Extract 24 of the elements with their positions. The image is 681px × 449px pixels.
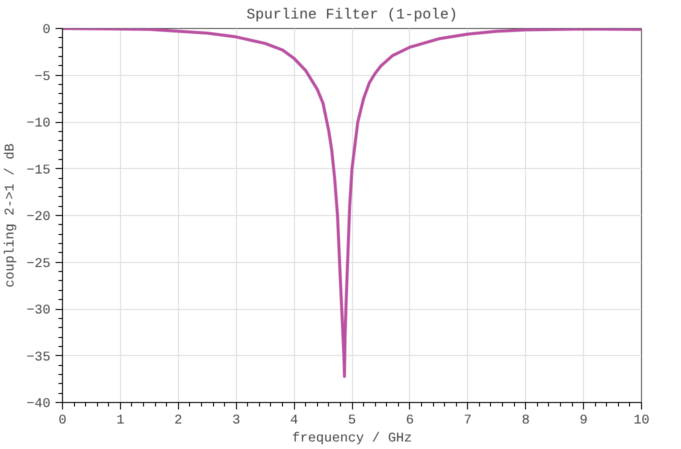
y-tick-label: 0	[42, 23, 50, 38]
y-tick-label: −30	[26, 304, 51, 318]
y-tick-label: −20	[26, 210, 51, 225]
x-tick-label: 7	[464, 414, 472, 428]
y-tick-label: −40	[26, 397, 51, 412]
x-tick-label: 4	[290, 414, 298, 428]
x-tick-label: 8	[522, 414, 530, 428]
y-tick-label: −5	[34, 70, 51, 85]
x-tick-label: 9	[580, 414, 588, 428]
x-tick-label: 0	[58, 414, 66, 428]
y-tick-label: −25	[26, 256, 51, 272]
line-series	[62, 28, 642, 378]
x-tick-label: 1	[116, 414, 124, 428]
y-tick-label: −10	[26, 116, 51, 132]
x-tick-label: 2	[174, 414, 182, 428]
x-tick-label: 5	[348, 414, 356, 428]
y-axis-title: coupling 2->1 / dB	[4, 144, 19, 288]
chart-title: Spurline Filter (1-pole)	[246, 8, 458, 24]
x-tick-label: 3	[232, 414, 240, 428]
y-tick-label: −15	[26, 163, 51, 178]
x-axis-title: frequency / GHz	[292, 432, 412, 446]
x-tick-label: 6	[406, 414, 414, 428]
x-tick-label: 10	[634, 414, 650, 428]
y-tick-label: −35	[26, 350, 51, 366]
